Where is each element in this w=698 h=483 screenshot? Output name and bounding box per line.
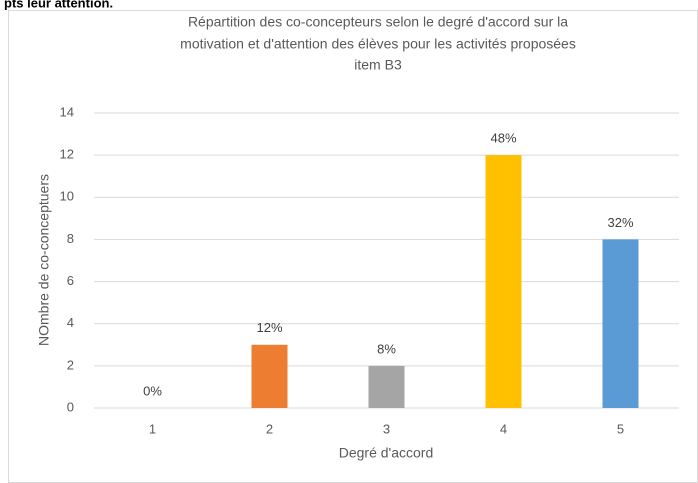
x-tick-label: 1: [149, 421, 156, 436]
y-tick-label: 8: [67, 231, 74, 246]
bar: [251, 344, 288, 408]
chart-frame: [8, 10, 698, 483]
caption: pts leur attention.: [4, 0, 113, 10]
x-tick-label: 5: [617, 421, 624, 436]
y-tick-label: 10: [60, 189, 74, 204]
y-tick-label: 4: [67, 315, 74, 330]
data-label: 0%: [143, 383, 162, 398]
bar: [368, 365, 405, 408]
chart-title: motivation et d'attention des élèves pou…: [180, 36, 576, 52]
chart-title: Répartition des co-concepteurs selon le …: [188, 14, 568, 30]
x-tick-label: 2: [266, 421, 273, 436]
data-label: 48%: [490, 131, 516, 146]
y-axis-label: NOmbre de co-conceptuers: [36, 174, 52, 346]
data-label: 12%: [256, 320, 282, 335]
x-tick-label: 4: [500, 421, 507, 436]
bar: [485, 155, 522, 408]
y-tick-label: 14: [60, 104, 74, 119]
data-label: 8%: [377, 341, 396, 356]
x-axis-label: Degré d'accord: [339, 445, 434, 461]
x-tick-label: 3: [383, 421, 390, 436]
data-label: 32%: [607, 215, 633, 230]
chart-title: item B3: [354, 57, 402, 73]
y-tick-label: 12: [60, 147, 74, 162]
bar: [602, 239, 639, 408]
y-tick-label: 6: [67, 273, 74, 288]
y-tick-label: 0: [67, 399, 74, 414]
y-tick-label: 2: [67, 357, 74, 372]
